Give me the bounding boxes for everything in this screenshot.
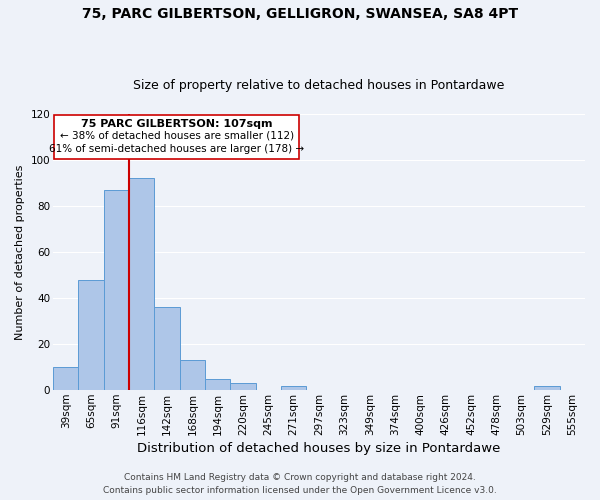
Y-axis label: Number of detached properties: Number of detached properties <box>15 164 25 340</box>
FancyBboxPatch shape <box>55 115 299 159</box>
Bar <box>180 360 205 390</box>
Bar <box>535 386 560 390</box>
X-axis label: Distribution of detached houses by size in Pontardawe: Distribution of detached houses by size … <box>137 442 501 455</box>
Title: Size of property relative to detached houses in Pontardawe: Size of property relative to detached ho… <box>133 79 505 92</box>
Bar <box>154 308 180 390</box>
Bar <box>79 280 104 390</box>
Bar <box>129 178 154 390</box>
Bar <box>281 386 307 390</box>
Bar <box>205 378 230 390</box>
Bar <box>53 367 79 390</box>
Bar <box>104 190 129 390</box>
Text: 61% of semi-detached houses are larger (178) →: 61% of semi-detached houses are larger (… <box>49 144 304 154</box>
Text: 75 PARC GILBERTSON: 107sqm: 75 PARC GILBERTSON: 107sqm <box>81 120 272 130</box>
Text: 75, PARC GILBERTSON, GELLIGRON, SWANSEA, SA8 4PT: 75, PARC GILBERTSON, GELLIGRON, SWANSEA,… <box>82 8 518 22</box>
Bar <box>230 383 256 390</box>
Text: ← 38% of detached houses are smaller (112): ← 38% of detached houses are smaller (11… <box>59 131 293 141</box>
Text: Contains HM Land Registry data © Crown copyright and database right 2024.
Contai: Contains HM Land Registry data © Crown c… <box>103 473 497 495</box>
